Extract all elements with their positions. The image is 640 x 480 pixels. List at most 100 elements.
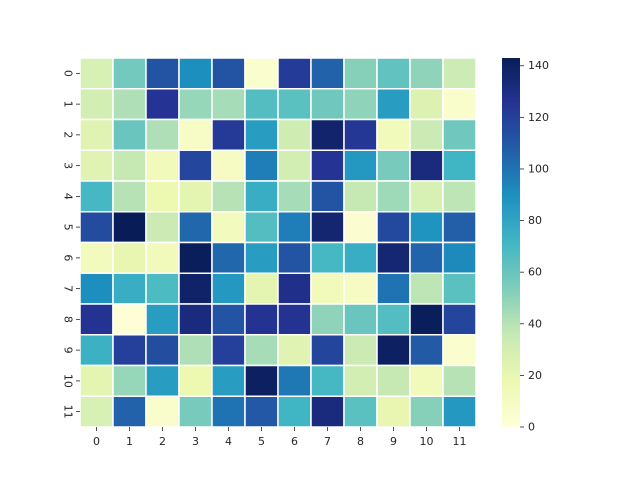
- heatmap-cell-r2-c5: [244, 118, 279, 151]
- heatmap-cell-r9-c6: [277, 334, 312, 367]
- heatmap-cell-r3-c6: [277, 149, 312, 182]
- x-tick-label: 11: [453, 435, 467, 448]
- x-tick-label: 3: [192, 435, 199, 448]
- heatmap-cell-r1-c6: [277, 88, 312, 121]
- heatmap-cell-r3-c8: [343, 149, 378, 182]
- heatmap-cell-r11-c7: [310, 395, 345, 428]
- heatmap-cell-r0-c2: [145, 57, 180, 90]
- heatmap-cell-r5-c0: [79, 211, 114, 244]
- heatmap-cell-r11-c11: [442, 395, 477, 428]
- heatmap-cell-r9-c10: [409, 334, 444, 367]
- heatmap-cell-r6-c3: [178, 241, 213, 274]
- heatmap-cell-r1-c5: [244, 88, 279, 121]
- heatmap-cell-r10-c10: [409, 364, 444, 397]
- heatmap-cell-r1-c8: [343, 88, 378, 121]
- heatmap-cell-r10-c3: [178, 364, 213, 397]
- heatmap-cell-r10-c1: [112, 364, 147, 397]
- colorbar-tick-label: 140: [528, 59, 549, 72]
- y-tick-label: 6: [62, 254, 75, 261]
- heatmap-cell-r1-c2: [145, 88, 180, 121]
- heatmap-cell-r7-c4: [211, 272, 246, 305]
- heatmap-cell-r4-c6: [277, 180, 312, 213]
- heatmap-cell-r1-c0: [79, 88, 114, 121]
- heatmap-cell-r2-c8: [343, 118, 378, 151]
- heatmap-cell-r10-c5: [244, 364, 279, 397]
- heatmap-cell-r4-c2: [145, 180, 180, 213]
- heatmap-cell-r3-c10: [409, 149, 444, 182]
- y-tick-label: 5: [62, 224, 75, 231]
- heatmap-cell-r9-c3: [178, 334, 213, 367]
- colorbar-tick-label: 100: [528, 162, 549, 175]
- heatmap-cell-r6-c10: [409, 241, 444, 274]
- heatmap-cell-r11-c3: [178, 395, 213, 428]
- heatmap-cell-r11-c8: [343, 395, 378, 428]
- y-tick-label: 7: [62, 285, 75, 292]
- heatmap-cell-r9-c0: [79, 334, 114, 367]
- heatmap-cell-r6-c5: [244, 241, 279, 274]
- heatmap-cell-r7-c0: [79, 272, 114, 305]
- heatmap-cell-r8-c1: [112, 303, 147, 336]
- heatmap-cell-r2-c11: [442, 118, 477, 151]
- heatmap-cell-r0-c7: [310, 57, 345, 90]
- heatmap-cell-r6-c4: [211, 241, 246, 274]
- heatmap-cell-r2-c2: [145, 118, 180, 151]
- heatmap-cell-r10-c9: [376, 364, 411, 397]
- heatmap-cell-r10-c2: [145, 364, 180, 397]
- heatmap-cell-r9-c9: [376, 334, 411, 367]
- colorbar-tick-label: 60: [528, 266, 542, 279]
- heatmap-cell-r1-c9: [376, 88, 411, 121]
- heatmap-cell-r0-c1: [112, 57, 147, 90]
- x-tick-label: 10: [420, 435, 434, 448]
- heatmap-cell-r5-c11: [442, 211, 477, 244]
- heatmap-cell-r7-c9: [376, 272, 411, 305]
- heatmap-cell-r3-c11: [442, 149, 477, 182]
- heatmap-cell-r8-c7: [310, 303, 345, 336]
- heatmap-cell-r6-c8: [343, 241, 378, 274]
- heatmap-cell-r10-c11: [442, 364, 477, 397]
- heatmap-cell-r0-c0: [79, 57, 114, 90]
- heatmap-cell-r7-c5: [244, 272, 279, 305]
- heatmap-cell-r6-c11: [442, 241, 477, 274]
- heatmap-cell-r9-c4: [211, 334, 246, 367]
- heatmap-cell-r2-c10: [409, 118, 444, 151]
- heatmap-cell-r0-c6: [277, 57, 312, 90]
- heatmap-cell-r4-c3: [178, 180, 213, 213]
- heatmap-cell-r9-c1: [112, 334, 147, 367]
- heatmap-cell-r8-c0: [79, 303, 114, 336]
- heatmap-cell-r6-c9: [376, 241, 411, 274]
- heatmap-cell-r5-c3: [178, 211, 213, 244]
- heatmap-cell-r10-c6: [277, 364, 312, 397]
- heatmap-cell-r2-c7: [310, 118, 345, 151]
- heatmap-cell-r6-c6: [277, 241, 312, 274]
- colorbar-tick-label: 40: [528, 317, 542, 330]
- x-tick-label: 6: [291, 435, 298, 448]
- heatmap-cell-r2-c1: [112, 118, 147, 151]
- heatmap-cell-r3-c0: [79, 149, 114, 182]
- heatmap-cell-r0-c9: [376, 57, 411, 90]
- heatmap-cell-r3-c9: [376, 149, 411, 182]
- heatmap-cell-r3-c2: [145, 149, 180, 182]
- heatmap-cell-r7-c3: [178, 272, 213, 305]
- heatmap-cell-r7-c1: [112, 272, 147, 305]
- x-axis-ticks: 0 1 2 3 4 5 6 7 8 9 10 11: [93, 427, 467, 448]
- heatmap-cell-r7-c11: [442, 272, 477, 305]
- heatmap-cell-r8-c8: [343, 303, 378, 336]
- heatmap-cell-r8-c10: [409, 303, 444, 336]
- heatmap-cell-r0-c11: [442, 57, 477, 90]
- heatmap-cell-r1-c3: [178, 88, 213, 121]
- heatmap-cell-r3-c7: [310, 149, 345, 182]
- heatmap-cell-r4-c4: [211, 180, 246, 213]
- heatmap-cell-r5-c8: [343, 211, 378, 244]
- heatmap-cells: [79, 57, 477, 428]
- heatmap-cell-r8-c2: [145, 303, 180, 336]
- heatmap-cell-r6-c0: [79, 241, 114, 274]
- heatmap-cell-r3-c5: [244, 149, 279, 182]
- heatmap-cell-r5-c5: [244, 211, 279, 244]
- heatmap-cell-r10-c0: [79, 364, 114, 397]
- heatmap-cell-r0-c5: [244, 57, 279, 90]
- colorbar-tick-label: 0: [528, 421, 535, 434]
- heatmap-cell-r7-c7: [310, 272, 345, 305]
- heatmap-cell-r9-c2: [145, 334, 180, 367]
- heatmap-cell-r7-c8: [343, 272, 378, 305]
